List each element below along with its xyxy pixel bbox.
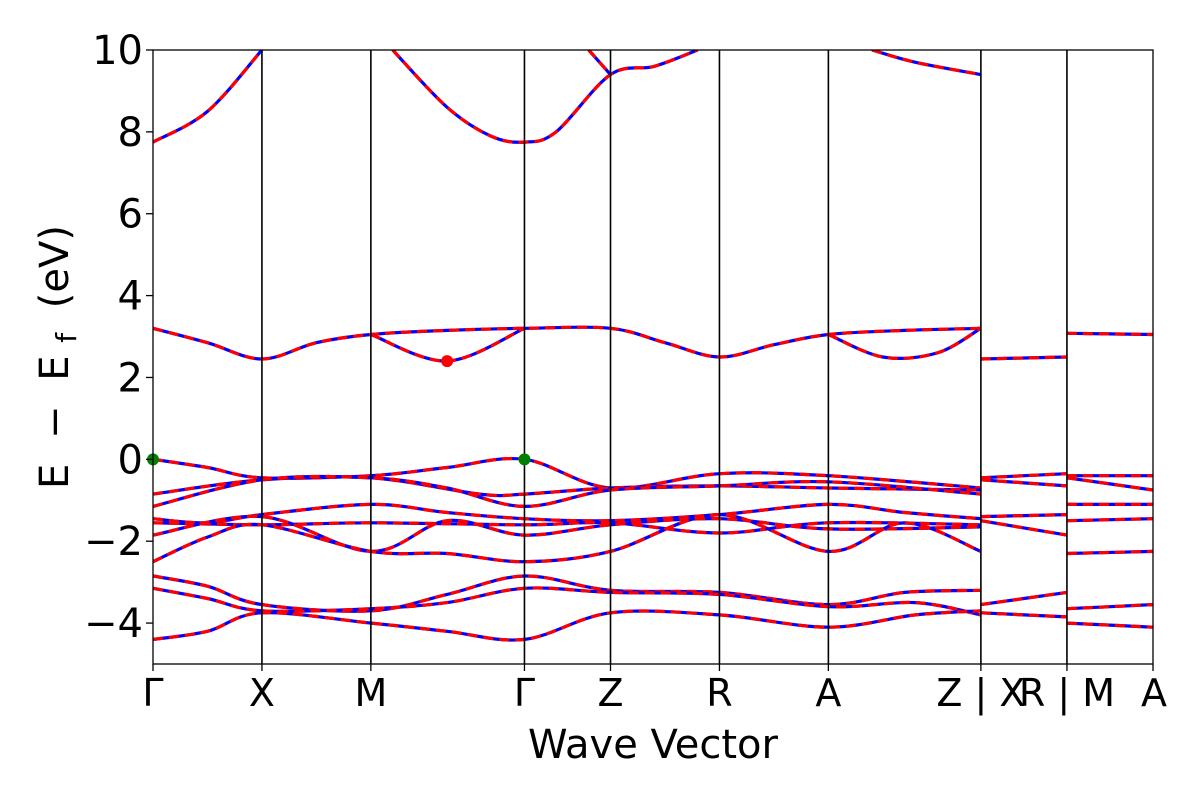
x-tick-label-0: Γ — [142, 671, 163, 715]
band-8-dashed — [1066, 331, 1153, 337]
band-4-solid — [153, 325, 981, 361]
plot-frame — [152, 49, 1154, 665]
y-tick-label-4: 2 — [118, 355, 143, 401]
y-tick-label-1: 8 — [118, 110, 143, 156]
extrema-markers — [147, 355, 531, 466]
y-tick-label-0: 10 — [92, 28, 143, 74]
y-label-minus: − — [32, 405, 78, 439]
x-tick-label-7: Z | X — [936, 671, 1025, 716]
x-tick-label-9: A — [1141, 671, 1167, 715]
y-tick-label-6: −2 — [84, 519, 143, 565]
band-29-dashed — [1066, 549, 1153, 556]
band-21-dashed — [980, 513, 1067, 519]
bands-layer — [153, 50, 1153, 642]
y-tick-label-7: −4 — [84, 601, 143, 647]
y-axis-ticks: 10 8 6 4 2 0 −2 −4 — [84, 28, 153, 647]
band-17-dashed — [153, 586, 982, 617]
y-tick-label-2: 6 — [118, 192, 143, 238]
band-30-dashed — [1066, 603, 1153, 611]
y-tick-label-3: 4 — [118, 274, 143, 320]
y-label-ef: E — [32, 355, 78, 380]
y-label-unit: (eV) — [32, 225, 78, 308]
y-label-ef-subscript: f — [50, 332, 83, 343]
x-tick-label-4: Z — [597, 671, 623, 715]
extremum-marker-2 — [441, 355, 454, 368]
y-axis-label: E − E f (eV) — [32, 225, 86, 489]
band-0-dashed — [153, 50, 264, 144]
band-31-dashed — [1066, 621, 1153, 629]
kpoint-separators — [261, 50, 1068, 664]
y-tick-label-5: 0 — [118, 437, 143, 483]
x-axis-ticks: Γ X M Γ Z R A Z | XR | M A — [142, 664, 1167, 716]
band-22-dashed — [980, 519, 1068, 537]
band-6-dashed — [827, 326, 982, 360]
x-tick-label-8: R | M — [1019, 671, 1115, 716]
x-tick-label-5: R — [706, 671, 732, 715]
x-tick-label-2: M — [354, 671, 387, 715]
y-label-e: E — [32, 464, 78, 489]
band-2-dashed — [587, 50, 612, 76]
band-14-dashed — [153, 514, 981, 554]
band-7-dashed — [980, 355, 1067, 361]
band-28-dashed — [1066, 517, 1153, 523]
x-tick-label-6: A — [815, 671, 841, 715]
band-0-solid — [153, 50, 264, 144]
band-20-dashed — [980, 478, 1068, 488]
x-tick-label-1: X — [249, 671, 275, 715]
x-tick-label-3: Γ — [514, 671, 535, 715]
band-3-dashed — [871, 50, 982, 77]
band-11-dashed — [153, 474, 982, 509]
band-24-dashed — [980, 611, 1067, 619]
band-12-dashed — [153, 502, 982, 525]
band-23-dashed — [980, 590, 1068, 607]
band-1-dashed — [391, 50, 699, 144]
x-axis-label: Wave Vector — [528, 722, 779, 768]
extremum-marker-1 — [518, 453, 531, 466]
band-1-solid — [391, 50, 699, 144]
band-19-dashed — [980, 472, 1067, 480]
band-26-dashed — [1066, 476, 1153, 492]
